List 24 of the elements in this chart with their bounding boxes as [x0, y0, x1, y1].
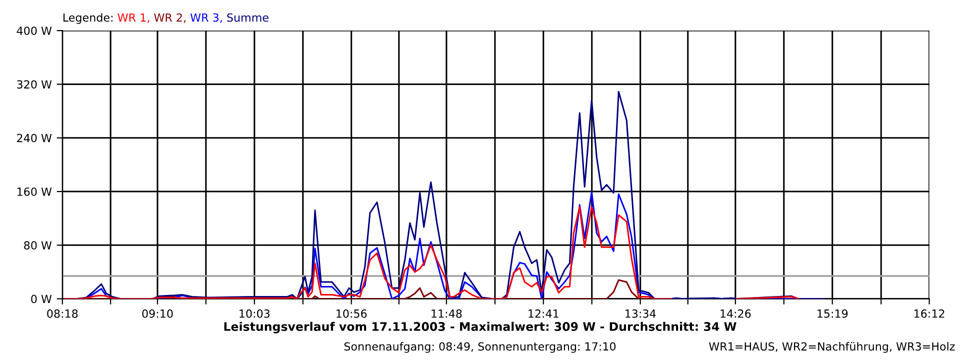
text: WR 2,	[154, 13, 186, 23]
y-tick-label: 0 W	[31, 294, 52, 304]
y-tick-label: 320 W	[17, 80, 52, 89]
text: Sonnenaufgang: 08:49, Sonnenuntergang: 17:10	[344, 342, 616, 353]
x-tick-label: 11:48	[432, 309, 462, 318]
text: Leistungsverlauf vom 17.11.2003 - Maximalwert: 309 W - Durchschnitt: 34 W	[224, 322, 736, 334]
x-tick-label: 09:10	[142, 309, 173, 318]
y-tick-label: 400 W	[16, 26, 52, 35]
x-tick-label: 10:03	[240, 309, 270, 318]
x-tick-label: 08:18	[47, 309, 78, 318]
x-tick-label: 10:56	[336, 309, 367, 318]
y-tick-label: 80 W	[24, 241, 52, 250]
text: WR 3,	[190, 13, 222, 23]
x-tick-label: 15:19	[818, 309, 848, 318]
y-tick-label: 160 W	[17, 187, 52, 196]
x-tick-label: 13:34	[626, 309, 656, 318]
text: WR1=HAUS, WR2=Nachführung, WR3=Holz	[708, 342, 955, 353]
text: Summe	[227, 13, 268, 22]
y-tick-label: 240 W	[17, 134, 52, 142]
x-tick-label: 12:41	[528, 309, 558, 318]
x-tick-label: 16:12	[914, 309, 944, 318]
text: WR 1,	[118, 13, 150, 23]
legend-title: Legende:	[63, 13, 112, 24]
x-tick-label: 14:26	[720, 309, 751, 318]
